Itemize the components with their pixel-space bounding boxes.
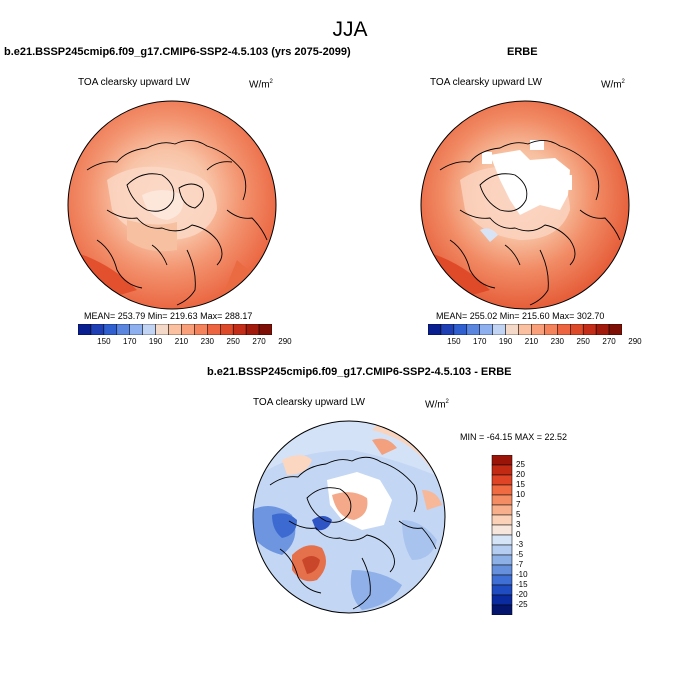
diff-colorbar-swatch (491, 464, 513, 476)
colorbar-tick-label: 150 (447, 337, 461, 346)
colorbar-tick-label: 190 (148, 337, 163, 346)
colorbar-swatch (531, 324, 545, 335)
diff-colorbar-label: 7 (516, 500, 521, 509)
season-title: JJA (332, 18, 368, 41)
diff-colorbar-swatch (491, 534, 513, 546)
colorbar-swatch (595, 324, 610, 335)
colorbar-swatch (453, 324, 468, 335)
colorbar-swatch (194, 324, 208, 335)
diff-panel-stats: MIN = -64.15 MAX = 22.52 (460, 432, 568, 442)
colorbar-tick-label: 230 (550, 337, 565, 346)
colorbar-tick-label: 290 (628, 337, 642, 346)
colorbar-swatch (492, 324, 506, 335)
colorbar-swatch (245, 324, 260, 335)
diff-colorbar-label: 0 (516, 530, 521, 539)
diff-colorbar-label: 25 (516, 460, 525, 469)
diff-colorbar-swatch (491, 514, 513, 526)
colorbar-swatch (258, 324, 272, 335)
colorbar-swatch (505, 324, 519, 335)
colorbar-tick-label: 150 (97, 337, 111, 346)
diff-colorbar-swatch (491, 524, 513, 536)
left-polar-map (67, 100, 277, 310)
colorbar-swatch (207, 324, 221, 335)
colorbar-tick-label: 250 (226, 337, 240, 346)
diff-colorbar-swatch (491, 554, 513, 566)
colorbar-swatch (479, 324, 493, 335)
right-panel-case-title: ERBE (507, 46, 538, 58)
left-panel-stats: MEAN= 253.79 Min= 219.63 Max= 288.17 (84, 311, 253, 321)
left-panel-units: W/m2 (249, 79, 273, 91)
diff-colorbar-swatch (491, 564, 513, 576)
diff-colorbar-label: -25 (516, 600, 528, 609)
colorbar-swatch (428, 324, 442, 335)
diff-polar-map (252, 420, 446, 614)
diff-colorbar-label: 5 (516, 510, 521, 519)
left-panel-variable: TOA clearsky upward LW (78, 77, 190, 88)
diff-colorbar-swatch (491, 494, 513, 506)
colorbar-tick-label: 250 (576, 337, 590, 346)
diff-colorbar-swatch (491, 504, 513, 516)
colorbar-tick-label: 270 (602, 337, 616, 346)
colorbar-swatch (116, 324, 130, 335)
colorbar-swatch (466, 324, 480, 335)
right-panel-variable: TOA clearsky upward LW (430, 77, 542, 88)
colorbar-swatch (155, 324, 169, 335)
colorbar-swatch (181, 324, 195, 335)
colorbar-swatch (129, 324, 143, 335)
colorbar-swatch (518, 324, 532, 335)
diff-colorbar-label: -3 (516, 540, 524, 549)
right-polar-map (420, 100, 630, 310)
diff-colorbar-label: 15 (516, 480, 525, 489)
colorbar-swatch (103, 324, 118, 335)
diff-colorbar-swatch (491, 455, 513, 466)
diff-panel-variable: TOA clearsky upward LW (253, 397, 365, 408)
colorbar-tick-label: 270 (252, 337, 266, 346)
diff-colorbar-label: 3 (516, 520, 521, 529)
diff-colorbar (491, 455, 513, 615)
diff-colorbar-swatch (491, 594, 513, 606)
right-colorbar-ticks: 150 170 190 210 230 250 270 290 (428, 337, 641, 349)
colorbar-swatch (570, 324, 584, 335)
diff-colorbar-swatch (491, 544, 513, 556)
right-panel-units: W/m2 (601, 79, 625, 91)
right-panel-stats: MEAN= 255.02 Min= 215.60 Max= 302.70 (436, 311, 605, 321)
diff-colorbar-labels: 25 20 15 10 7 5 3 0 -3 -5 -7 -10 -15 -20 -25 (516, 455, 556, 615)
colorbar-swatch (168, 324, 182, 335)
left-colorbar (78, 324, 272, 335)
left-panel-case-title: b.e21.BSSP245cmip6.f09_g17.CMIP6-SSP2-4.… (4, 46, 351, 58)
diff-colorbar-swatch (491, 474, 513, 486)
diff-colorbar-swatch (491, 574, 513, 586)
left-colorbar-ticks: 150 170 190 210 230 250 270 290 (78, 337, 291, 349)
diff-colorbar-label: -5 (516, 550, 524, 559)
colorbar-tick-label: 210 (524, 337, 539, 346)
colorbar-tick-label: 170 (123, 337, 137, 346)
colorbar-swatch (608, 324, 622, 335)
diff-panel-case-title: b.e21.BSSP245cmip6.f09_g17.CMIP6-SSP2-4.… (207, 366, 512, 378)
colorbar-swatch (557, 324, 571, 335)
colorbar-swatch (582, 324, 597, 335)
colorbar-tick-label: 290 (278, 337, 292, 346)
colorbar-tick-label: 230 (200, 337, 215, 346)
colorbar-swatch (544, 324, 558, 335)
colorbar-swatch (232, 324, 247, 335)
colorbar-swatch (440, 324, 455, 335)
diff-colorbar-label: 10 (516, 490, 525, 499)
diff-panel-units: W/m2 (425, 399, 449, 411)
colorbar-swatch (90, 324, 105, 335)
diff-colorbar-label: -15 (516, 580, 528, 589)
diff-colorbar-label: 20 (516, 470, 525, 479)
diff-colorbar-label: -10 (516, 570, 528, 579)
right-colorbar (428, 324, 622, 335)
diff-colorbar-swatch (491, 604, 513, 615)
colorbar-tick-label: 210 (174, 337, 189, 346)
colorbar-tick-label: 190 (498, 337, 513, 346)
diff-colorbar-swatch (491, 484, 513, 496)
diff-colorbar-label: -7 (516, 560, 524, 569)
colorbar-swatch (78, 324, 92, 335)
diff-colorbar-label: -20 (516, 590, 528, 599)
diff-colorbar-swatch (491, 584, 513, 596)
colorbar-swatch (142, 324, 156, 335)
colorbar-swatch (220, 324, 234, 335)
colorbar-tick-label: 170 (473, 337, 487, 346)
